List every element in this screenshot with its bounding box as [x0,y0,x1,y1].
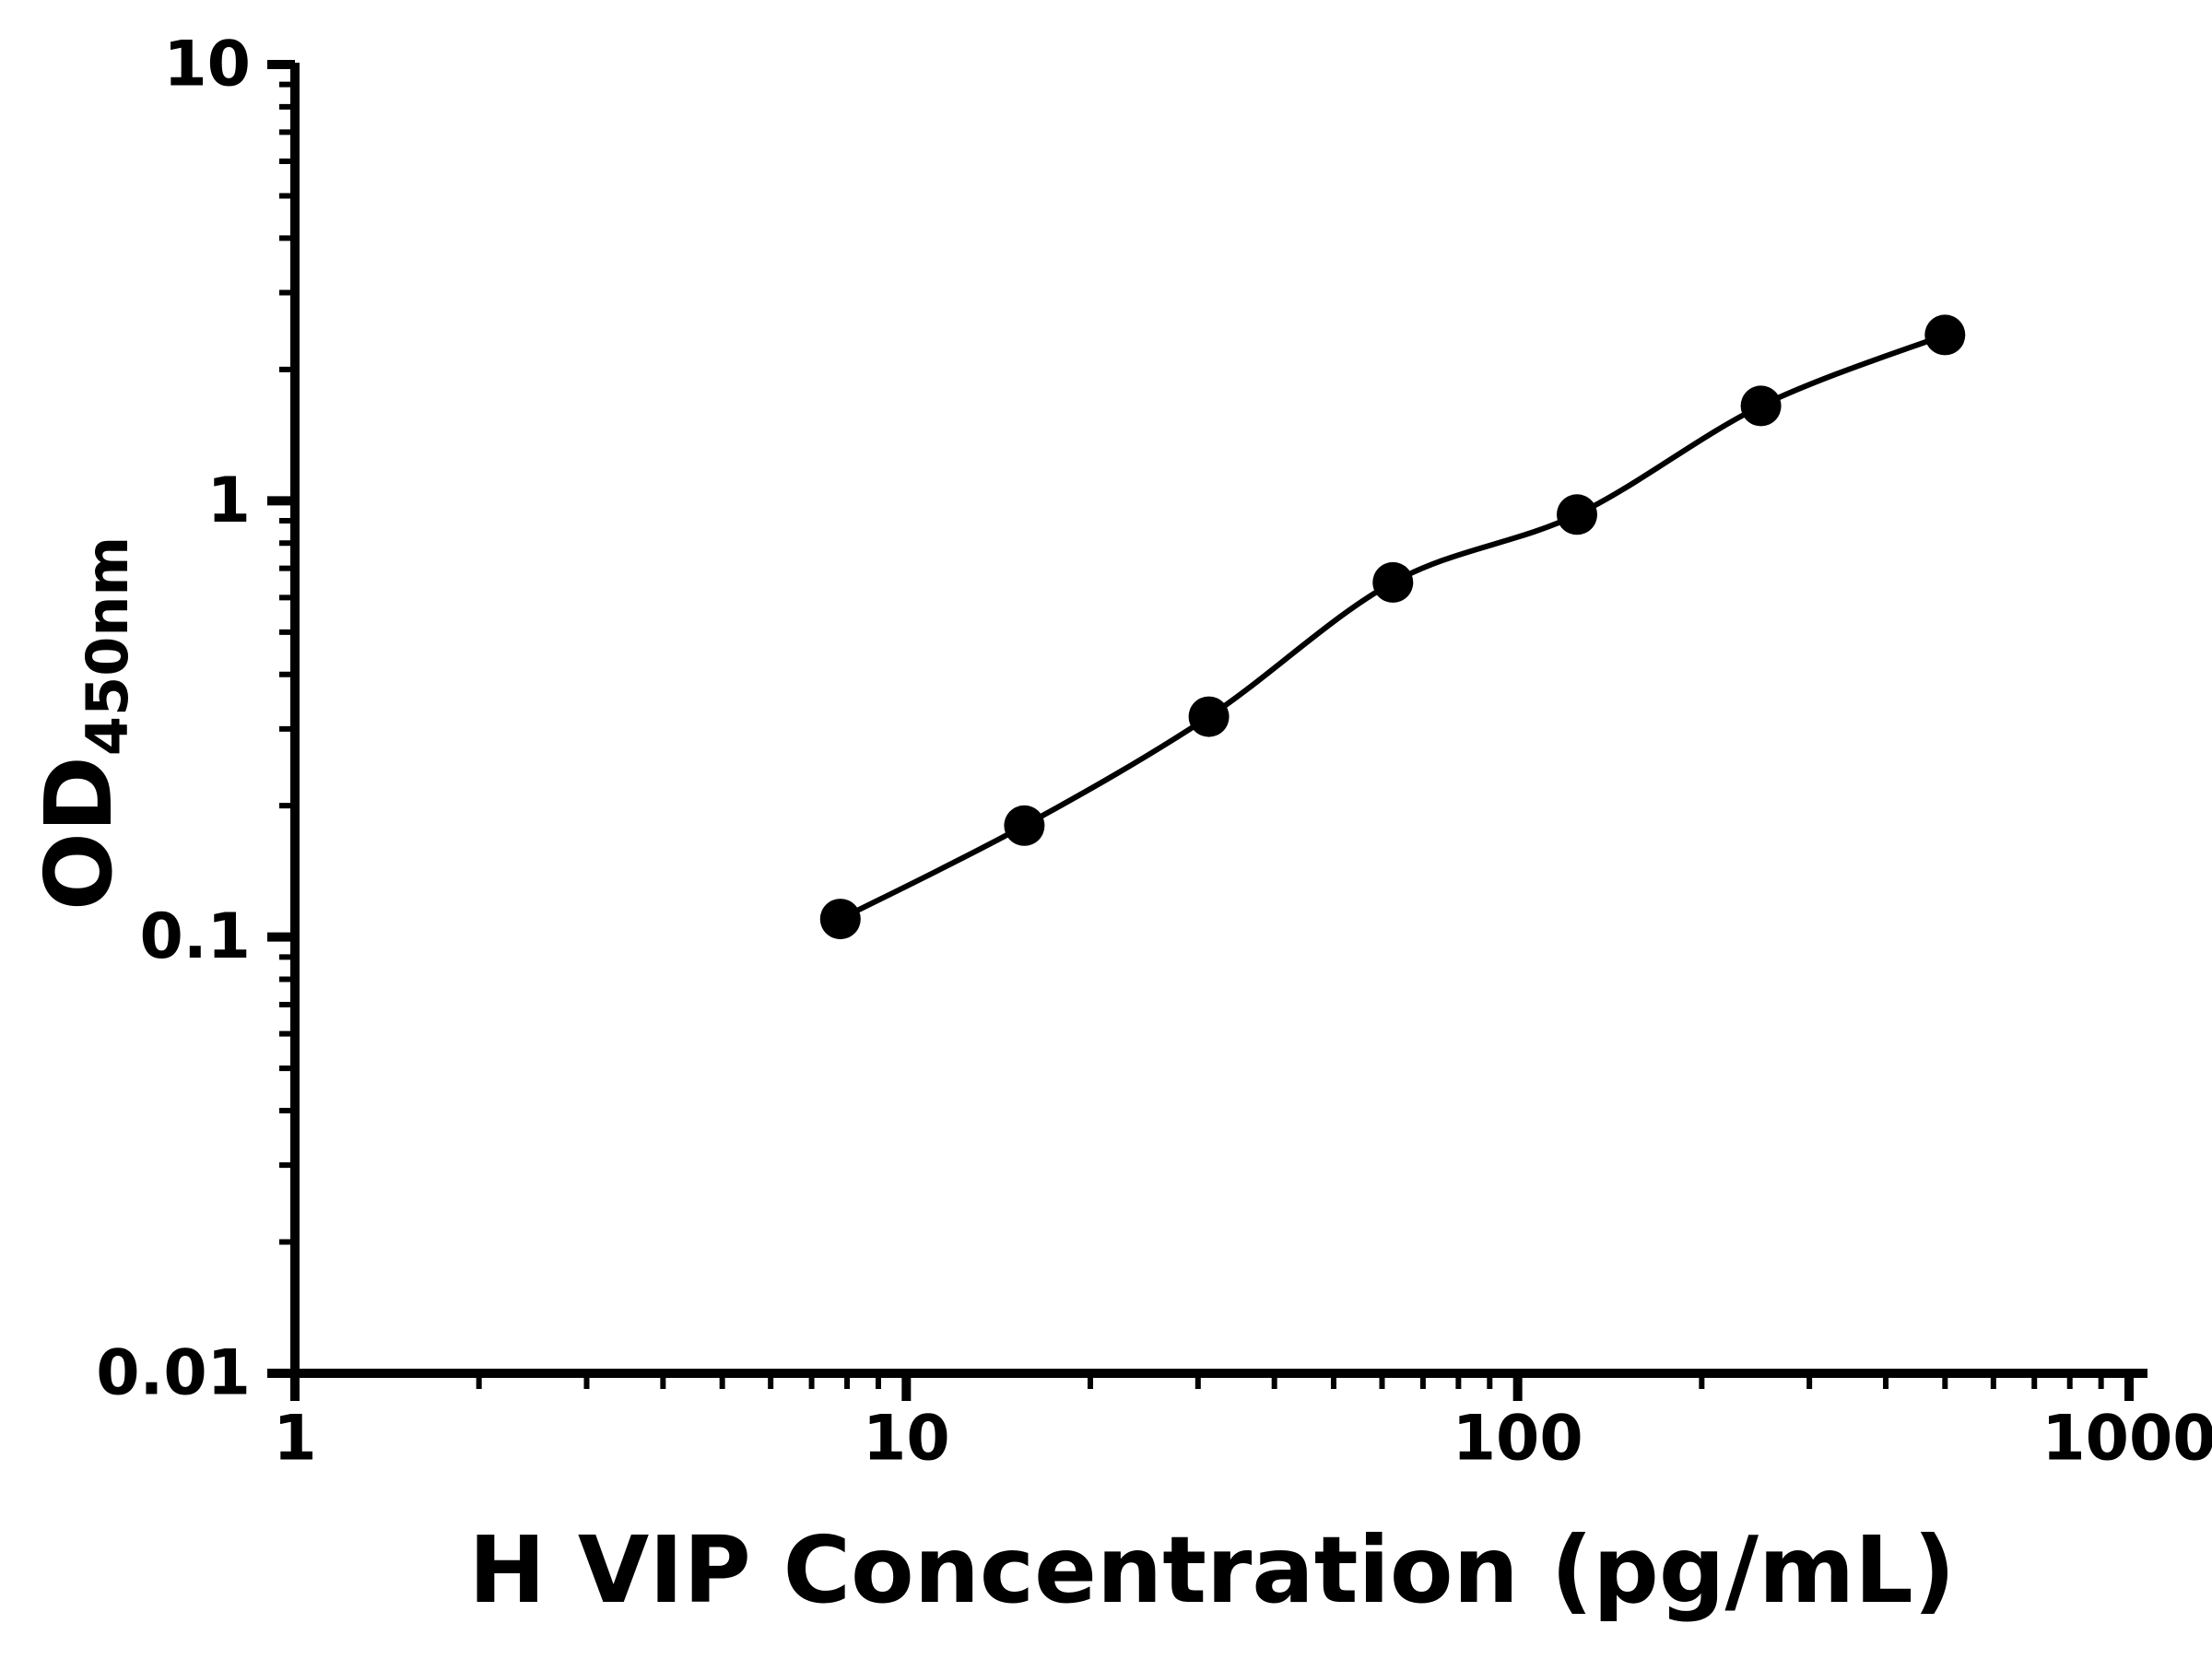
x-tick-label: 1000 [2041,1403,2212,1476]
x-tick-label: 1 [273,1403,316,1476]
data-point [1004,805,1045,846]
x-tick-label: 10 [863,1403,950,1476]
y-tick-label: 0.1 [140,900,251,973]
data-point [819,899,861,940]
y-tick-label: 10 [163,29,251,101]
y-axis-title-subscript: 450nm [74,535,141,757]
y-tick-label: 1 [207,465,251,537]
data-point [1557,494,1597,535]
x-tick-label: 100 [1453,1403,1583,1476]
data-point [1924,314,1966,356]
x-axis-title: H VIP Concentration (pg/mL) [468,1516,1956,1624]
y-tick-label: 0.01 [96,1337,251,1410]
data-point [1740,385,1782,427]
data-point [1372,561,1414,603]
y-axis-title: OD450nm [25,536,141,911]
y-axis-title-text: OD [25,756,133,912]
data-point [1188,696,1230,737]
